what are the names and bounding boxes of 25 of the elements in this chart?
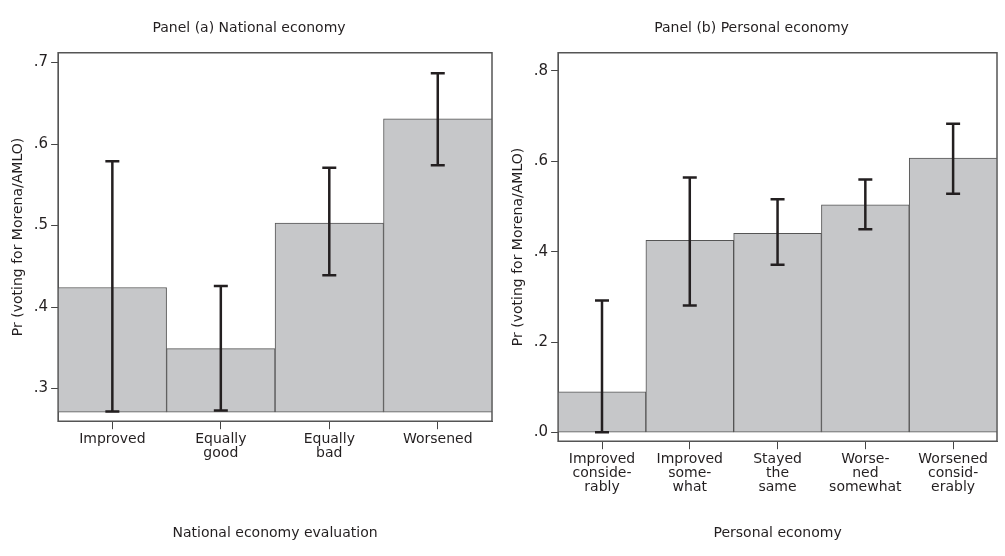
x-tick-label: Equally good <box>195 429 247 460</box>
x-tick-label: Stayed the same <box>753 449 802 494</box>
x-axis-title: National economy evaluation <box>172 524 378 541</box>
y-tick-label: .6 <box>33 133 49 152</box>
x-tick-label: Worsened consid- erably <box>918 449 988 494</box>
x-tick-label: Improved conside- rably <box>568 449 636 494</box>
y-tick-label: .2 <box>533 332 549 351</box>
y-tick-label: .7 <box>33 52 49 71</box>
x-tick-label: Improved some- what <box>656 449 723 494</box>
y-axis-title: Pr (voting for Morena/AMLO) <box>509 147 526 347</box>
x-tick-label: Worse- ned somewhat <box>829 449 903 494</box>
y-axis-title: Pr (voting for Morena/AMLO) <box>9 137 26 337</box>
y-tick-label: .3 <box>33 378 49 397</box>
y-tick-label: .8 <box>533 60 549 79</box>
y-tick-label: .5 <box>33 215 49 234</box>
x-axis-title: Personal economy <box>713 524 842 541</box>
chart-title: Panel (b) Personal economy <box>654 19 849 36</box>
y-tick-label: .6 <box>533 151 549 170</box>
chart-title: Panel (a) National economy <box>152 19 346 36</box>
y-tick-label: .4 <box>33 296 49 315</box>
x-tick-label: Improved <box>79 429 146 446</box>
y-tick-label: .4 <box>533 241 549 260</box>
x-tick-label: Worsened <box>402 429 473 446</box>
y-tick-label: .0 <box>533 422 549 441</box>
x-tick-label: Equally bad <box>303 429 355 460</box>
